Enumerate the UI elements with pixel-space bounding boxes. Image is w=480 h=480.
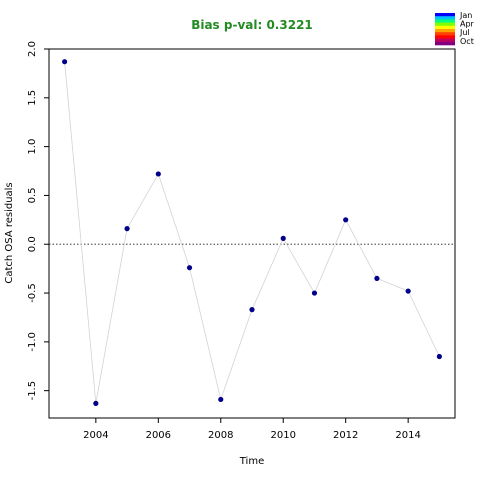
residual-point: [124, 226, 130, 232]
y-tick-label: -1.0: [27, 332, 38, 352]
x-tick-label: 2014: [395, 430, 420, 441]
residual-point: [436, 353, 442, 360]
residual-point: [155, 171, 161, 177]
legend-color-swatch: [435, 16, 455, 20]
legend-color-swatch: [435, 32, 455, 36]
legend-month-label: Oct: [460, 37, 474, 46]
residual-point: [280, 235, 286, 241]
x-axis: 2004 2006 2008 2010 2012 2014: [83, 418, 421, 441]
residual-point: [62, 59, 68, 65]
legend-color-swatch: [435, 25, 455, 30]
legend-month-label: Apr: [460, 20, 475, 29]
plot-area: [49, 59, 455, 406]
legend-color-swatch: [435, 22, 455, 27]
y-tick-label: -0.5: [27, 283, 38, 303]
y-axis-label: Catch OSA residuals: [4, 182, 15, 283]
residual-point: [186, 265, 193, 271]
residual-point: [405, 288, 411, 294]
y-tick-label: 0.0: [27, 236, 38, 252]
residual-point: [218, 396, 224, 403]
residual-connecting-line: [64, 61, 440, 404]
residual-point: [374, 275, 380, 282]
x-tick-label: 2012: [333, 430, 358, 441]
x-tick-label: 2004: [83, 430, 108, 441]
x-tick-label: 2006: [146, 430, 171, 441]
legend-color-swatch: [435, 38, 455, 43]
y-tick-label: 1.0: [27, 139, 38, 155]
plot-frame: [48, 48, 456, 419]
y-tick-label: 0.5: [27, 187, 38, 203]
legend-month-label: Jan: [459, 11, 472, 20]
legend-color-swatch: [435, 29, 455, 33]
legend-color-swatch: [435, 35, 455, 39]
residual-point: [343, 217, 349, 223]
x-axis-label: Time: [239, 456, 264, 467]
y-axis: -1.5 -1.0 -0.5 0.0 0.5 1.0 1.5 2.0: [27, 41, 49, 400]
legend-color-swatch: [435, 19, 455, 23]
legend-color-swatch: [435, 13, 455, 17]
x-tick-label: 2010: [271, 430, 296, 441]
legend-month-label: Jul: [459, 28, 470, 37]
y-tick-label: 2.0: [27, 41, 38, 57]
y-tick-label: 1.5: [27, 90, 38, 106]
chart-title: Bias p-val: 0.3221: [191, 18, 313, 32]
x-tick-label: 2008: [208, 430, 233, 441]
residual-point: [93, 400, 99, 406]
residual-point: [311, 290, 318, 296]
residual-point: [249, 307, 255, 313]
legend-color-swatch: [435, 41, 455, 46]
y-tick-label: -1.5: [27, 381, 38, 401]
